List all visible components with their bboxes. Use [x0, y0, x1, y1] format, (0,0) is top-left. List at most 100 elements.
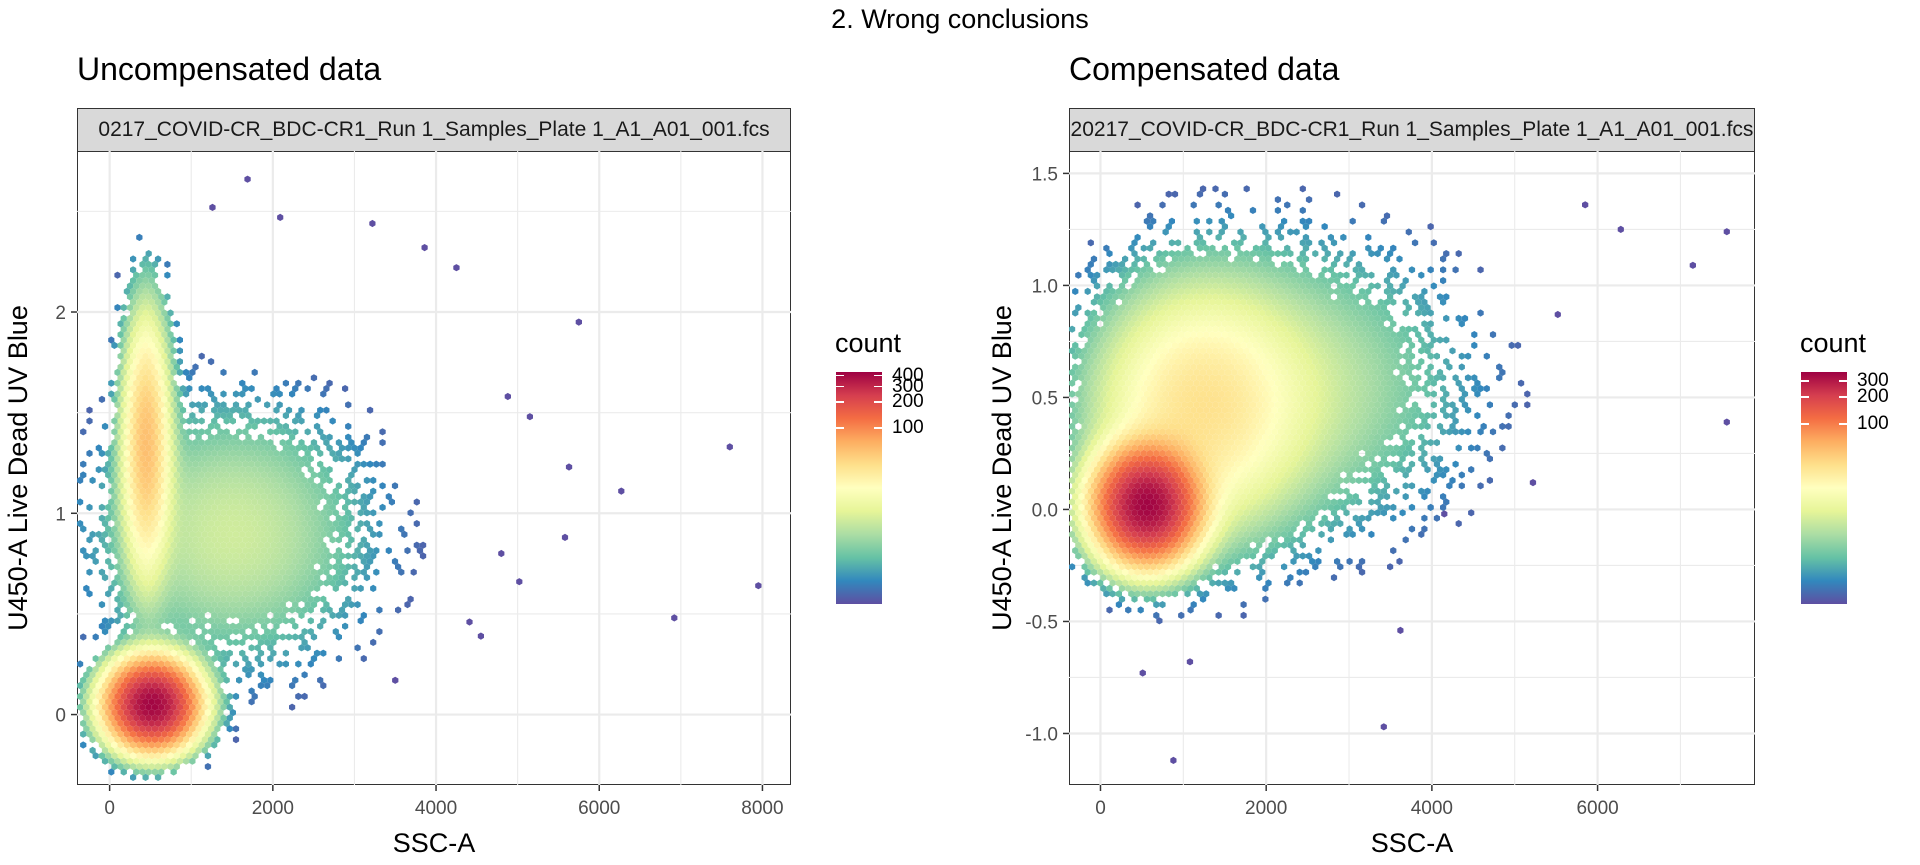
hex-bin [292, 428, 299, 436]
hex-bin [326, 509, 333, 517]
hex-bin [236, 482, 243, 490]
hex-bin [133, 271, 140, 279]
hex-bin [304, 503, 311, 511]
hex-bin [229, 493, 236, 501]
hex-bin [164, 401, 171, 409]
hex-bin [257, 541, 265, 549]
hex-bin [195, 476, 202, 484]
hex-bin [111, 439, 118, 447]
hex-bin [192, 482, 199, 490]
hex-bin [1458, 482, 1465, 490]
hex-bin [304, 493, 311, 501]
hex-bin [251, 455, 258, 463]
hex-bin [332, 455, 339, 463]
hex-bin [232, 520, 240, 528]
hex-bin [164, 293, 171, 301]
hex-bin [1477, 266, 1484, 274]
hex-bin [133, 552, 140, 560]
hex-bin [192, 503, 199, 511]
hex-bin [77, 520, 84, 528]
hex-bin [130, 374, 137, 382]
hex-bin [313, 444, 321, 452]
hex-bin [170, 466, 177, 474]
hex-bin [232, 466, 240, 474]
hex-bin [130, 363, 137, 371]
hex-bin [1433, 439, 1440, 447]
hex-bin [298, 493, 305, 501]
hex-bin [351, 466, 358, 474]
hex-bin [245, 455, 252, 463]
hex-bin [176, 541, 183, 549]
hex-bin [161, 341, 168, 349]
hex-bin [133, 368, 140, 376]
hex-bin [158, 552, 165, 560]
hex-bin [201, 444, 208, 452]
hex-bin [254, 503, 261, 511]
hex-bin [239, 498, 246, 506]
hex-bin [151, 304, 159, 312]
hex-bin [142, 439, 149, 447]
hex-bin [164, 541, 171, 549]
hex-bin [285, 406, 293, 414]
hex-bin [158, 347, 165, 355]
hex-bin [332, 509, 339, 517]
hex-bin [136, 309, 143, 317]
hex-bin [270, 552, 277, 560]
hex-bin [130, 557, 137, 565]
hex-bin [117, 406, 124, 414]
hex-bin [211, 514, 218, 522]
hex-bin [254, 449, 261, 457]
hex-bin [285, 460, 293, 468]
hex-bin [148, 320, 155, 328]
hex-bin [136, 514, 143, 522]
hex-bin [130, 460, 137, 468]
hex-bin [158, 476, 165, 484]
hex-bin [145, 552, 152, 560]
hex-bin [236, 503, 243, 511]
hex-bin [164, 390, 171, 398]
hex-bin [1443, 336, 1450, 344]
hex-bin [282, 498, 289, 506]
hex-bin [242, 471, 249, 479]
hex-bin [123, 406, 130, 414]
hex-bin [133, 541, 140, 549]
hex-bin [101, 520, 109, 528]
hex-bin [413, 520, 420, 528]
hex-bin [179, 471, 187, 479]
hex-bin [142, 547, 149, 555]
hex-bin [170, 520, 177, 528]
hex-bin [242, 493, 249, 501]
hex-bin [229, 514, 236, 522]
hex-bin [108, 466, 115, 474]
hex-bin [164, 412, 171, 420]
hex-bin [273, 493, 280, 501]
hex-bin [151, 347, 159, 355]
hex-bin [1499, 422, 1506, 430]
hex-bin [1299, 185, 1306, 193]
hex-bin [242, 482, 249, 490]
hex-bin [385, 493, 392, 501]
hex-bin [1483, 385, 1490, 393]
hex-bin [295, 530, 302, 538]
hex-bin [148, 493, 155, 501]
hex-bin [229, 460, 236, 468]
hex-bin [226, 444, 233, 452]
hex-bin [186, 514, 193, 522]
hex-bin [136, 363, 143, 371]
hex-bin [335, 525, 342, 533]
hex-bin [189, 498, 196, 506]
hex-bin [151, 422, 159, 430]
hex-bin [295, 498, 302, 506]
hex-bin [136, 503, 143, 511]
hex-bin [257, 498, 265, 506]
hex-bin [111, 449, 118, 457]
hex-bin [126, 390, 134, 398]
hex-bin [198, 449, 205, 457]
hex-bin [111, 460, 118, 468]
hex-bin [282, 552, 289, 560]
hex-bin [170, 433, 177, 441]
hex-bin [342, 503, 349, 511]
facet-label: 0217_COVID-CR_BDC-CR1_Run 1_Samples_Plat… [98, 118, 770, 141]
hex-bin [304, 547, 311, 555]
hex-bin [326, 530, 333, 538]
